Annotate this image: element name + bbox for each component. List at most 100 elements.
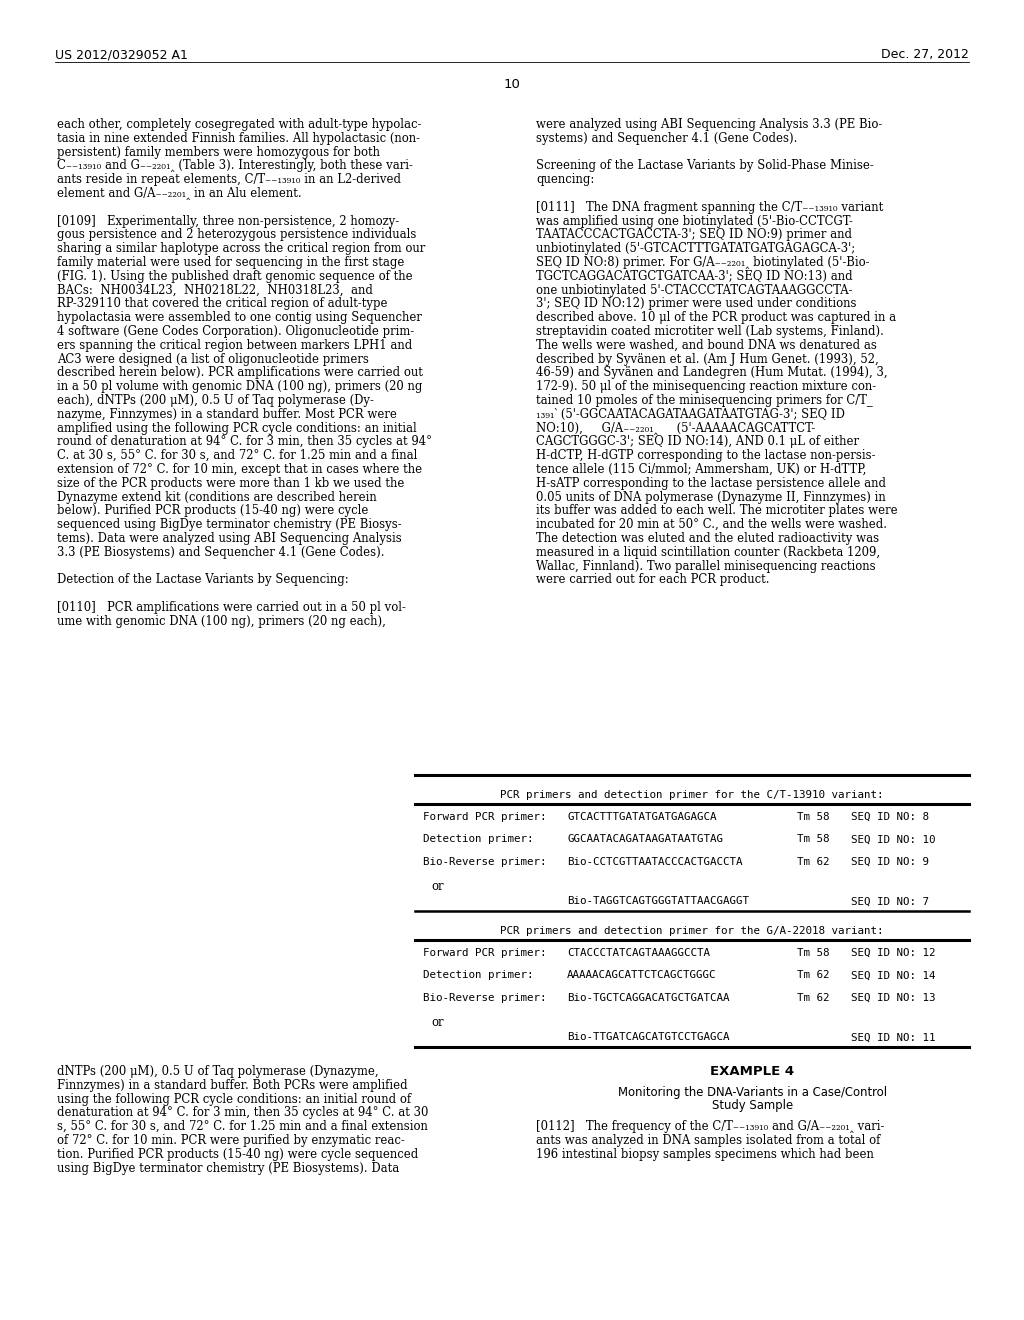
Text: The wells were washed, and bound DNA ws denatured as: The wells were washed, and bound DNA ws …	[536, 339, 877, 352]
Text: gous persistence and 2 heterozygous persistence individuals: gous persistence and 2 heterozygous pers…	[57, 228, 417, 242]
Text: tion. Purified PCR products (15-40 ng) were cycle sequenced: tion. Purified PCR products (15-40 ng) w…	[57, 1148, 418, 1160]
Text: 196 intestinal biopsy samples specimens which had been: 196 intestinal biopsy samples specimens …	[536, 1148, 873, 1160]
Text: TAATACCCACTGACCTA-3'; SEQ ID NO:9) primer and: TAATACCCACTGACCTA-3'; SEQ ID NO:9) prime…	[536, 228, 852, 242]
Text: Bio-Reverse primer:: Bio-Reverse primer:	[423, 993, 547, 1003]
Text: amplified using the following PCR cycle conditions: an initial: amplified using the following PCR cycle …	[57, 421, 417, 434]
Text: 172-9). 50 μl of the minisequencing reaction mixture con-: 172-9). 50 μl of the minisequencing reac…	[536, 380, 877, 393]
Text: systems) and Sequencher 4.1 (Gene Codes).: systems) and Sequencher 4.1 (Gene Codes)…	[536, 132, 798, 145]
Text: 46-59) and Syvänen and Landegren (Hum Mutat. (1994), 3,: 46-59) and Syvänen and Landegren (Hum Mu…	[536, 367, 888, 379]
Text: Bio-TTGATCAGCATGTCCTGAGCA: Bio-TTGATCAGCATGTCCTGAGCA	[567, 1032, 729, 1043]
Text: ers spanning the critical region between markers LPH1 and: ers spanning the critical region between…	[57, 339, 413, 352]
Text: Bio-TAGGTCAGTGGGTATTAACGAGGT: Bio-TAGGTCAGTGGGTATTAACGAGGT	[567, 896, 749, 907]
Text: RP-329110 that covered the critical region of adult-type: RP-329110 that covered the critical regi…	[57, 297, 387, 310]
Text: using the following PCR cycle conditions: an initial round of: using the following PCR cycle conditions…	[57, 1093, 411, 1106]
Text: Tm 58: Tm 58	[797, 834, 829, 845]
Text: Tm 62: Tm 62	[797, 993, 829, 1003]
Text: round of denaturation at 94° C. for 3 min, then 35 cycles at 94°: round of denaturation at 94° C. for 3 mi…	[57, 436, 432, 449]
Text: SEQ ID NO: 8: SEQ ID NO: 8	[851, 812, 929, 822]
Text: sequenced using BigDye terminator chemistry (PE Biosys-: sequenced using BigDye terminator chemis…	[57, 519, 401, 531]
Text: NO:10),     G/A₋₋₂₂₀₁‸     (5'-AAAAACAGCATTCT-: NO:10), G/A₋₋₂₂₀₁‸ (5'-AAAAACAGCATTCT-	[536, 421, 815, 434]
Text: its buffer was added to each well. The microtiter plates were: its buffer was added to each well. The m…	[536, 504, 898, 517]
Text: or: or	[431, 879, 443, 892]
Text: persistent) family members were homozygous for both: persistent) family members were homozygo…	[57, 145, 380, 158]
Text: SEQ ID NO: 9: SEQ ID NO: 9	[851, 857, 929, 867]
Text: The detection was eluted and the eluted radioactivity was: The detection was eluted and the eluted …	[536, 532, 880, 545]
Text: H-sATP corresponding to the lactase persistence allele and: H-sATP corresponding to the lactase pers…	[536, 477, 886, 490]
Text: CTACCCTATCAGTAAAGGCCTA: CTACCCTATCAGTAAAGGCCTA	[567, 948, 710, 958]
Text: 10: 10	[504, 78, 520, 91]
Text: SEQ ID NO:8) primer. For G/A₋₋₂₂₀₁‸ biotinylated (5'-Bio-: SEQ ID NO:8) primer. For G/A₋₋₂₂₀₁‸ biot…	[536, 256, 869, 269]
Text: US 2012/0329052 A1: US 2012/0329052 A1	[55, 48, 187, 61]
Text: nazyme, Finnzymes) in a standard buffer. Most PCR were: nazyme, Finnzymes) in a standard buffer.…	[57, 408, 397, 421]
Text: Bio-Reverse primer:: Bio-Reverse primer:	[423, 857, 547, 867]
Text: denaturation at 94° C. for 3 min, then 35 cycles at 94° C. at 30: denaturation at 94° C. for 3 min, then 3…	[57, 1106, 428, 1119]
Text: or: or	[431, 1015, 443, 1028]
Text: BACs:  NH0034L23,  NH0218L22,  NH0318L23,  and: BACs: NH0034L23, NH0218L22, NH0318L23, a…	[57, 284, 373, 297]
Text: Dec. 27, 2012: Dec. 27, 2012	[881, 48, 969, 61]
Text: described above. 10 μl of the PCR product was captured in a: described above. 10 μl of the PCR produc…	[536, 312, 896, 325]
Text: ants was analyzed in DNA samples isolated from a total of: ants was analyzed in DNA samples isolate…	[536, 1134, 881, 1147]
Text: Detection primer:: Detection primer:	[423, 834, 534, 845]
Text: Bio-TGCTCAGGACATGCTGATCAA: Bio-TGCTCAGGACATGCTGATCAA	[567, 993, 729, 1003]
Text: were analyzed using ABI Sequencing Analysis 3.3 (PE Bio-: were analyzed using ABI Sequencing Analy…	[536, 117, 883, 131]
Text: Tm 62: Tm 62	[797, 970, 829, 981]
Text: Dynazyme extend kit (conditions are described herein: Dynazyme extend kit (conditions are desc…	[57, 491, 377, 504]
Text: extension of 72° C. for 10 min, except that in cases where the: extension of 72° C. for 10 min, except t…	[57, 463, 422, 477]
Text: tence allele (115 Ci/mmol; Ammersham, UK) or H-dTTP,: tence allele (115 Ci/mmol; Ammersham, UK…	[536, 463, 866, 477]
Text: 0.05 units of DNA polymerase (Dynazyme II, Finnzymes) in: 0.05 units of DNA polymerase (Dynazyme I…	[536, 491, 886, 504]
Text: using BigDye terminator chemistry (PE Biosystems). Data: using BigDye terminator chemistry (PE Bi…	[57, 1162, 399, 1175]
Text: Wallac, Finnland). Two parallel minisequencing reactions: Wallac, Finnland). Two parallel minisequ…	[536, 560, 876, 573]
Text: [0112]   The frequency of the C/T₋₋₁₃₉₁₀ and G/A₋₋₂₂₀₁‸ vari-: [0112] The frequency of the C/T₋₋₁₃₉₁₀ a…	[536, 1121, 885, 1133]
Text: size of the PCR products were more than 1 kb we used the: size of the PCR products were more than …	[57, 477, 404, 490]
Text: TGCTCAGGACATGCTGATCAA-3'; SEQ ID NO:13) and: TGCTCAGGACATGCTGATCAA-3'; SEQ ID NO:13) …	[536, 269, 853, 282]
Text: C. at 30 s, 55° C. for 30 s, and 72° C. for 1.25 min and a final: C. at 30 s, 55° C. for 30 s, and 72° C. …	[57, 449, 418, 462]
Text: Screening of the Lactase Variants by Solid-Phase Minise-: Screening of the Lactase Variants by Sol…	[536, 160, 873, 173]
Text: PCR primers and detection primer for the C/T-13910 variant:: PCR primers and detection primer for the…	[501, 789, 884, 800]
Text: unbiotinylated (5'-GTCACTTTGATATGATGAGAGCA-3';: unbiotinylated (5'-GTCACTTTGATATGATGAGAG…	[536, 242, 855, 255]
Text: each other, completely cosegregated with adult-type hypolac-: each other, completely cosegregated with…	[57, 117, 421, 131]
Text: GGCAATACAGATAAGATAATGTAG: GGCAATACAGATAAGATAATGTAG	[567, 834, 723, 845]
Text: described herein below). PCR amplifications were carried out: described herein below). PCR amplificati…	[57, 367, 423, 379]
Text: tems). Data were analyzed using ABI Sequencing Analysis: tems). Data were analyzed using ABI Sequ…	[57, 532, 401, 545]
Text: SEQ ID NO: 10: SEQ ID NO: 10	[851, 834, 936, 845]
Text: ants reside in repeat elements, C/T₋₋₁₃₉₁₀ in an L2-derived: ants reside in repeat elements, C/T₋₋₁₃₉…	[57, 173, 401, 186]
Text: in a 50 pl volume with genomic DNA (100 ng), primers (20 ng: in a 50 pl volume with genomic DNA (100 …	[57, 380, 422, 393]
Text: Bio-CCTCGTTAATACCCACTGACCTA: Bio-CCTCGTTAATACCCACTGACCTA	[567, 857, 742, 867]
Text: s, 55° C. for 30 s, and 72° C. for 1.25 min and a final extension: s, 55° C. for 30 s, and 72° C. for 1.25 …	[57, 1121, 428, 1133]
Text: H-dCTP, H-dGTP corresponding to the lactase non-persis-: H-dCTP, H-dGTP corresponding to the lact…	[536, 449, 876, 462]
Text: Finnzymes) in a standard buffer. Both PCRs were amplified: Finnzymes) in a standard buffer. Both PC…	[57, 1078, 408, 1092]
Text: incubated for 20 min at 50° C., and the wells were washed.: incubated for 20 min at 50° C., and the …	[536, 519, 887, 531]
Text: of 72° C. for 10 min. PCR were purified by enzymatic reac-: of 72° C. for 10 min. PCR were purified …	[57, 1134, 404, 1147]
Text: each), dNTPs (200 μM), 0.5 U of Taq polymerase (Dy-: each), dNTPs (200 μM), 0.5 U of Taq poly…	[57, 393, 374, 407]
Text: SEQ ID NO: 14: SEQ ID NO: 14	[851, 970, 936, 981]
Text: quencing:: quencing:	[536, 173, 594, 186]
Text: sharing a similar haplotype across the critical region from our: sharing a similar haplotype across the c…	[57, 242, 425, 255]
Text: Tm 58: Tm 58	[797, 948, 829, 958]
Text: family material were used for sequencing in the first stage: family material were used for sequencing…	[57, 256, 404, 269]
Text: Tm 58: Tm 58	[797, 812, 829, 822]
Text: was amplified using one biotinylated (5'-Bio-CCTCGT-: was amplified using one biotinylated (5'…	[536, 215, 853, 227]
Text: SEQ ID NO: 7: SEQ ID NO: 7	[851, 896, 929, 907]
Text: ₁₃₉₁‵ (5'-GGCAATACAGATAAGATAATGTAG-3'; SEQ ID: ₁₃₉₁‵ (5'-GGCAATACAGATAAGATAATGTAG-3'; S…	[536, 408, 845, 421]
Text: hypolactasia were assembled to one contig using Sequencher: hypolactasia were assembled to one conti…	[57, 312, 422, 325]
Text: [0111]   The DNA fragment spanning the C/T₋₋₁₃₉₁₀ variant: [0111] The DNA fragment spanning the C/T…	[536, 201, 884, 214]
Text: Monitoring the DNA-Variants in a Case/Control: Monitoring the DNA-Variants in a Case/Co…	[617, 1085, 887, 1098]
Text: PCR primers and detection primer for the G/A-22018 variant:: PCR primers and detection primer for the…	[501, 927, 884, 936]
Text: [0110]   PCR amplifications were carried out in a 50 pl vol-: [0110] PCR amplifications were carried o…	[57, 601, 406, 614]
Text: 3.3 (PE Biosystems) and Sequencher 4.1 (Gene Codes).: 3.3 (PE Biosystems) and Sequencher 4.1 (…	[57, 545, 384, 558]
Text: 4 software (Gene Codes Corporation). Oligonucleotide prim-: 4 software (Gene Codes Corporation). Oli…	[57, 325, 414, 338]
Text: element and G/A₋₋₂₂₀₁‸ in an Alu element.: element and G/A₋₋₂₂₀₁‸ in an Alu element…	[57, 187, 302, 201]
Text: one unbiotinylated 5'-CTACCCTATCAGTAAAGGCCTA-: one unbiotinylated 5'-CTACCCTATCAGTAAAGG…	[536, 284, 853, 297]
Text: tasia in nine extended Finnish families. All hypolactasic (non-: tasia in nine extended Finnish families.…	[57, 132, 420, 145]
Text: Forward PCR primer:: Forward PCR primer:	[423, 812, 547, 822]
Text: streptavidin coated microtiter well (Lab systems, Finland).: streptavidin coated microtiter well (Lab…	[536, 325, 884, 338]
Text: 3'; SEQ ID NO:12) primer were used under conditions: 3'; SEQ ID NO:12) primer were used under…	[536, 297, 856, 310]
Text: ume with genomic DNA (100 ng), primers (20 ng each),: ume with genomic DNA (100 ng), primers (…	[57, 615, 386, 628]
Text: tained 10 pmoles of the minisequencing primers for C/T_: tained 10 pmoles of the minisequencing p…	[536, 393, 872, 407]
Text: EXAMPLE 4: EXAMPLE 4	[711, 1065, 795, 1078]
Text: CAGCTGGGC-3'; SEQ ID NO:14), AND 0.1 μL of either: CAGCTGGGC-3'; SEQ ID NO:14), AND 0.1 μL …	[536, 436, 859, 449]
Text: described by Syvänen et al. (Am J Hum Genet. (1993), 52,: described by Syvänen et al. (Am J Hum Ge…	[536, 352, 879, 366]
Text: below). Purified PCR products (15-40 ng) were cycle: below). Purified PCR products (15-40 ng)…	[57, 504, 369, 517]
Text: Detection primer:: Detection primer:	[423, 970, 534, 981]
Text: AC3 were designed (a list of oligonucleotide primers: AC3 were designed (a list of oligonucleo…	[57, 352, 369, 366]
